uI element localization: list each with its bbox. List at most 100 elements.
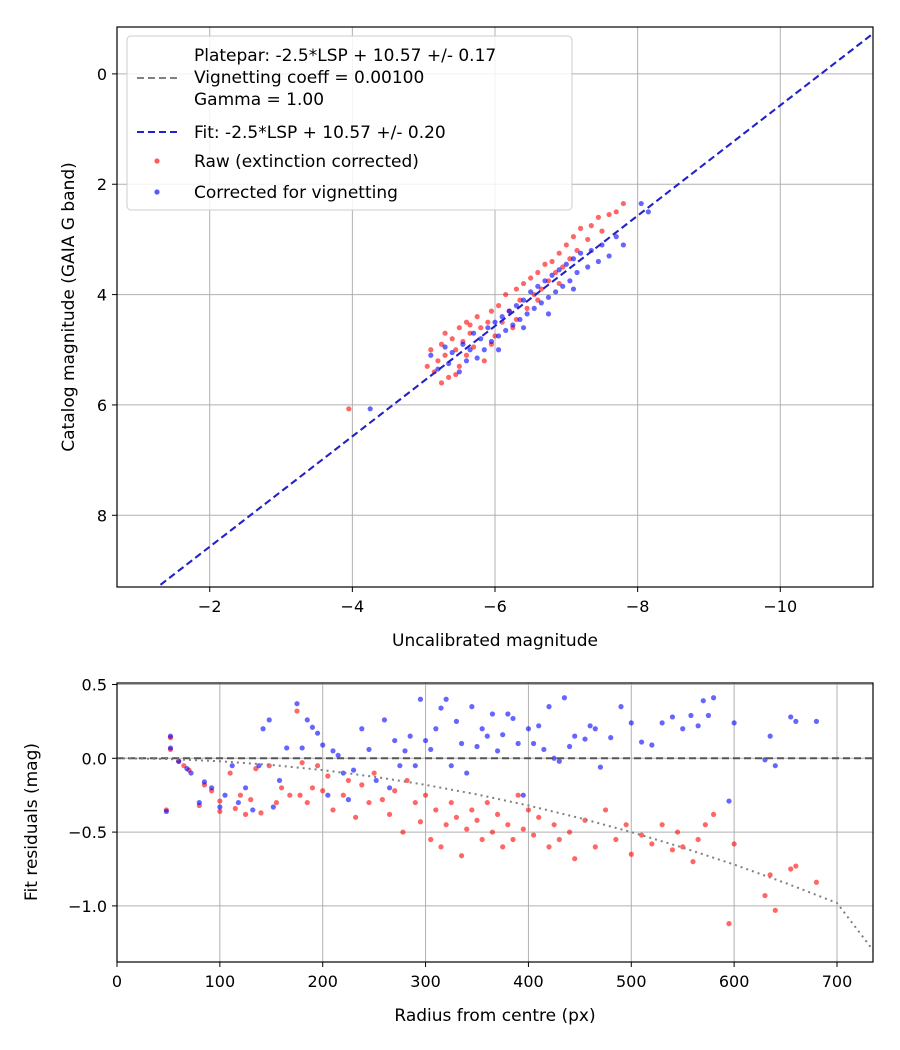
top-raw-point [456,363,462,369]
top-corrected-point [545,294,552,300]
bottom-corrected-point [700,698,706,704]
bottom-raw-point [530,832,537,838]
top-corrected-point [435,366,441,372]
bottom-plot-data [117,695,873,951]
top-corrected-point [467,347,473,353]
bottom-corrected-point [500,732,506,738]
bottom-corrected-point [448,763,454,769]
top-raw-point [463,352,470,358]
top-corrected-point [620,242,626,248]
bottom-x-tick-label: 0 [112,972,122,991]
bottom-corrected-point [184,766,190,772]
top-raw-point [535,269,541,276]
bottom-raw-point [623,822,629,828]
bottom-x-ticks: 0 100 200 300 400 500 600 700 [112,962,852,991]
bottom-raw-point [438,844,444,850]
top-raw-point [577,225,584,231]
bottom-plot-area [117,695,873,951]
top-corrected-point [524,311,530,317]
top-corrected-point [474,355,480,361]
top-corrected-point [442,344,448,350]
top-y-tick-label: 8 [97,506,107,525]
bottom-corrected-point [582,736,588,742]
bottom-raw-point [242,811,249,817]
bottom-raw-point [695,836,701,843]
top-corrected-point [545,311,552,317]
top-raw-point [495,303,502,309]
top-corrected-point [560,283,566,289]
top-corrected-point [463,358,470,364]
bottom-raw-point [386,811,393,817]
bottom-corrected-point [597,764,604,770]
top-x-tick-label: −4 [341,597,365,616]
bottom-raw-point [371,770,377,776]
bottom-corrected-point [314,730,321,736]
bottom-corrected-point [731,720,737,726]
bottom-corrected-point [813,718,820,724]
top-raw-point [424,363,430,369]
bottom-corrected-point [167,733,174,739]
bottom-raw-point [330,807,336,813]
top-raw-point [435,358,441,364]
bottom-raw-point [551,822,557,828]
bottom-corrected-point [484,733,490,739]
top-x-tick-label: −6 [483,597,507,616]
top-raw-point [456,325,462,331]
bottom-raw-point [304,799,310,806]
top-raw-point [442,330,448,336]
bottom-corrected-point [242,785,249,791]
top-corrected-point [535,283,541,289]
bottom-raw-point [258,810,264,816]
bottom-raw-point [649,841,655,847]
top-corrected-point [506,308,512,314]
top-corrected-point [613,234,619,240]
bottom-raw-point [217,808,223,815]
bottom-raw-point [309,785,316,791]
top-raw-point [585,236,591,243]
bottom-raw-point [726,921,732,927]
top-raw-point [467,322,473,328]
bottom-raw-point [520,826,526,832]
bottom-corrected-point [309,724,316,730]
top-corrected-point [499,314,505,320]
bottom-raw-point [417,819,424,825]
bottom-corrected-point [438,705,444,711]
top-raw-point [503,291,509,298]
top-plot-data [156,32,873,587]
top-corrected-point [520,297,527,303]
top-corrected-point [556,267,562,273]
top-x-axis-label: Uncalibrated magnitude [392,631,598,651]
bottom-corrected-point [536,723,542,729]
bottom-corrected-point [669,714,676,720]
bottom-raw-point [400,829,406,835]
residuals-plot: 0 100 200 300 400 500 600 700 0.5 0.0 −0.5 −1.0 Ra… [22,675,874,1026]
top-raw-point [595,214,602,220]
legend-box [126,35,573,211]
bottom-raw-point [320,788,326,794]
bottom-raw-point [433,807,439,813]
bottom-corrected-point [412,763,418,769]
bottom-corrected-point [710,695,717,701]
bottom-raw-point [669,847,676,853]
top-raw-point [520,280,527,287]
top-raw-point [474,314,480,320]
top-raw-point [538,286,544,292]
bottom-raw-point [772,907,778,913]
bottom-raw-point [813,879,820,885]
bottom-corrected-point [188,770,194,776]
bottom-raw-point [412,799,418,806]
calibration-plot: −2 −4 −6 −8 −10 0 2 4 6 8 Uncalibrated magnitude… [59,26,874,651]
bottom-raw-point [638,832,645,838]
bottom-corrected-point [407,733,413,739]
bottom-raw-point [674,829,681,835]
bottom-raw-point [690,859,696,865]
top-corrected-point [570,286,577,292]
top-corrected-point [567,278,573,284]
bottom-raw-point [294,708,300,714]
top-corrected-point [460,341,466,347]
bottom-raw-point [566,829,573,835]
top-corrected-point [456,369,462,375]
top-corrected-point [520,325,527,331]
bottom-raw-point [710,811,717,817]
